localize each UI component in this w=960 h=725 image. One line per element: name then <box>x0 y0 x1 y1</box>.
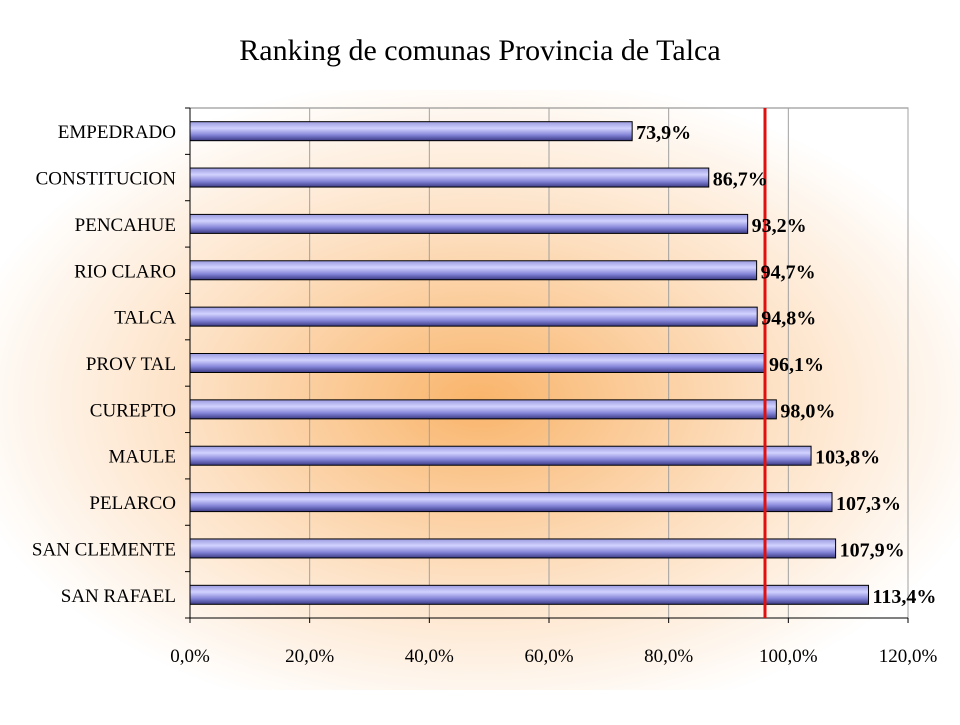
category-label: SAN CLEMENTE <box>32 539 176 560</box>
category-label: EMPEDRADO <box>58 122 176 143</box>
bar <box>189 306 758 327</box>
bar <box>189 353 766 373</box>
bar <box>189 213 749 234</box>
data-label: 107,9% <box>840 539 905 561</box>
data-label: 73,9% <box>636 122 691 144</box>
category-label: PENCAHUE <box>75 215 176 236</box>
x-tick-label: 60,0% <box>524 646 573 667</box>
data-label: 94,8% <box>761 308 816 330</box>
data-label: 93,2% <box>752 215 807 237</box>
x-tick-label: 40,0% <box>405 646 454 667</box>
category-label: MAULE <box>108 447 176 468</box>
data-label: 98,0% <box>780 400 835 422</box>
category-label: CONSTITUCION <box>36 169 177 190</box>
data-label: 94,7% <box>761 261 816 283</box>
bar <box>189 260 758 281</box>
bar <box>189 167 710 188</box>
data-label: 113,4% <box>873 586 937 608</box>
bar <box>189 399 777 420</box>
data-label: 96,1% <box>769 354 824 376</box>
x-tick-label: 0,0% <box>170 646 210 667</box>
bar <box>189 584 870 605</box>
category-label: CUREPTO <box>90 400 176 421</box>
data-label: 86,7% <box>713 169 768 191</box>
category-label: RIO CLARO <box>74 261 176 282</box>
x-tick-label: 20,0% <box>285 646 334 667</box>
bar <box>189 492 833 513</box>
data-label: 107,3% <box>836 493 901 515</box>
bar <box>189 121 633 142</box>
category-label: PROV TAL <box>86 354 176 375</box>
x-tick-label: 80,0% <box>644 646 693 667</box>
x-tick-label: 100,0% <box>759 646 818 667</box>
category-label: TALCA <box>114 308 176 329</box>
chart-title: Ranking de comunas Provincia de Talca <box>239 34 721 67</box>
x-tick-label: 120,0% <box>879 646 938 667</box>
category-label: SAN RAFAEL <box>61 586 176 607</box>
bar <box>189 538 837 559</box>
category-label: PELARCO <box>89 493 176 514</box>
data-label: 103,8% <box>815 447 880 469</box>
bar <box>189 445 812 466</box>
